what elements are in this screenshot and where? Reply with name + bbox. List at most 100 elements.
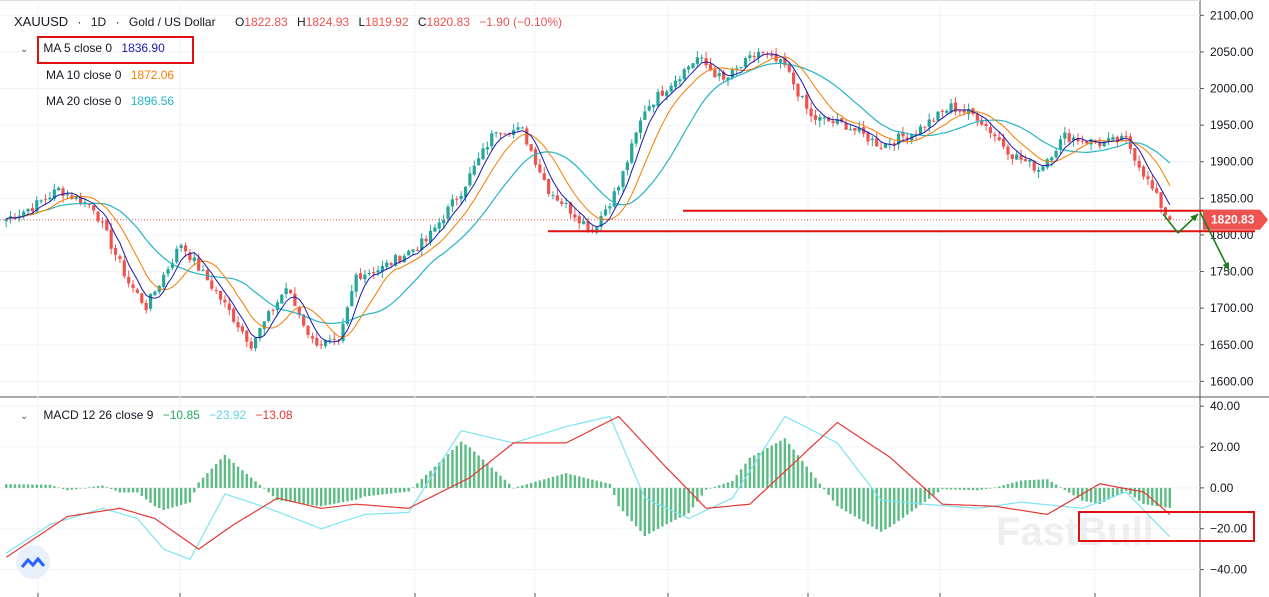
- macd-histogram-bar: [963, 487, 966, 490]
- candle-body: [1150, 180, 1154, 189]
- ma10-value: 1872.06: [130, 68, 175, 82]
- macd-histogram-bar: [766, 448, 769, 488]
- candle-body: [520, 127, 524, 129]
- ma20-legend[interactable]: MA 20 close 0 1896.56: [46, 94, 174, 108]
- candle-body: [573, 214, 577, 218]
- candle-body: [962, 110, 966, 113]
- candle-body: [1032, 160, 1036, 171]
- macd-histogram-bar: [455, 445, 458, 488]
- tradingview-logo-icon[interactable]: [16, 545, 50, 579]
- candle-body: [739, 66, 743, 68]
- ma5-legend[interactable]: ⌄ MA 5 close 0 1836.90: [20, 41, 165, 55]
- candle-body: [1120, 135, 1124, 141]
- candle-body: [389, 263, 393, 265]
- price-tick-label: 2100.00: [1210, 8, 1254, 22]
- macd-histogram-bar: [595, 480, 598, 488]
- macd-histogram-bar: [613, 487, 616, 496]
- interval-label[interactable]: 1D: [90, 15, 107, 29]
- chevron-down-icon[interactable]: ⌄: [20, 411, 29, 422]
- candle-body: [761, 51, 765, 53]
- macd-histogram-bar: [118, 487, 122, 493]
- candle-body: [52, 189, 56, 199]
- macd-histogram-bar: [858, 487, 861, 519]
- ma5-line: [6, 53, 1171, 343]
- candle-body: [113, 247, 118, 255]
- macd-histogram-bar: [945, 487, 948, 490]
- macd-histogram-bar: [490, 467, 493, 488]
- macd-histogram-bar: [578, 476, 581, 488]
- candle-body: [170, 263, 175, 268]
- macd-histogram-bar: [271, 487, 275, 497]
- macd-histogram-bar: [473, 451, 476, 488]
- macd-histogram-bar: [263, 487, 266, 489]
- candle-body: [1071, 137, 1076, 141]
- macd-histogram-bar: [923, 487, 927, 502]
- macd-histogram-bar: [179, 487, 183, 506]
- candle-body: [647, 106, 651, 111]
- candle-body: [1124, 135, 1128, 137]
- candle-body: [547, 178, 551, 195]
- macd-histogram-bar: [13, 484, 17, 488]
- macd-histogram-bar: [48, 484, 52, 488]
- candle-body: [450, 199, 454, 207]
- macd-histogram-bar: [1046, 479, 1049, 488]
- macd-histogram-bar: [324, 487, 327, 506]
- candle-body: [127, 276, 131, 284]
- candle-body: [730, 69, 734, 79]
- macd-histogram-bar: [626, 487, 629, 517]
- macd-histogram-bar: [875, 487, 878, 530]
- candle-body: [853, 127, 857, 131]
- candle-body: [831, 121, 835, 123]
- candle-body: [293, 293, 297, 306]
- macd-histogram-bar: [1094, 487, 1097, 504]
- candle-body: [109, 229, 113, 249]
- candle-body: [57, 187, 61, 191]
- macd-histogram-bar: [236, 466, 240, 488]
- candle-body: [1098, 141, 1102, 147]
- macd-histogram-bar: [604, 482, 607, 488]
- price-tick-label: 2050.00: [1210, 45, 1254, 59]
- candle-body: [901, 132, 905, 137]
- macd-histogram-bar: [1033, 479, 1036, 488]
- candle-body: [1045, 159, 1049, 168]
- symbol-label[interactable]: XAUUSD: [14, 14, 69, 29]
- candle-body: [468, 173, 472, 186]
- candle-body: [840, 118, 844, 122]
- macd-histogram-bar: [888, 487, 892, 528]
- candle-body: [358, 273, 363, 279]
- macd-histogram-bar: [516, 486, 520, 488]
- macd-histogram-bar: [328, 487, 332, 505]
- candle-body: [1137, 160, 1141, 168]
- chevron-down-icon[interactable]: ⌄: [20, 44, 29, 55]
- macd-histogram-bar: [468, 447, 472, 488]
- candle-body: [201, 269, 205, 271]
- macd-histogram-bar: [1111, 487, 1115, 498]
- macd-histogram-bar: [407, 487, 410, 492]
- macd-histogram-bar: [1037, 479, 1040, 488]
- macd-hist-value: −10.85: [162, 408, 200, 422]
- candle-body: [966, 109, 971, 114]
- candle-body: [643, 111, 647, 120]
- chart-legend-header: XAUUSD · 1D · Gold / US Dollar O1822.83 …: [14, 14, 562, 29]
- candle-body: [1063, 132, 1067, 139]
- candle-body: [1050, 157, 1054, 161]
- candle-body: [595, 227, 599, 233]
- macd-histogram-bar: [1142, 487, 1145, 505]
- candle-body: [787, 64, 791, 72]
- macd-histogram-bar: [219, 459, 222, 488]
- macd-histogram-bar: [228, 458, 231, 488]
- macd-histogram-bar: [919, 487, 922, 506]
- ma10-legend[interactable]: MA 10 close 0 1872.06: [46, 68, 174, 82]
- macd-histogram-bar: [96, 486, 100, 488]
- macd-histogram-bar: [1063, 487, 1067, 490]
- candle-body: [65, 193, 70, 196]
- macd-histogram-bar: [1124, 487, 1128, 491]
- macd-tick-label: −40.00: [1210, 563, 1247, 577]
- macd-legend[interactable]: ⌄ MACD 12 26 close 9 −10.85 −23.92 −13.0…: [20, 408, 293, 422]
- candle-body: [796, 83, 800, 97]
- candle-body: [376, 270, 380, 273]
- candle-body: [345, 307, 350, 325]
- macd-histogram-bar: [652, 487, 655, 532]
- candle-body: [367, 273, 371, 275]
